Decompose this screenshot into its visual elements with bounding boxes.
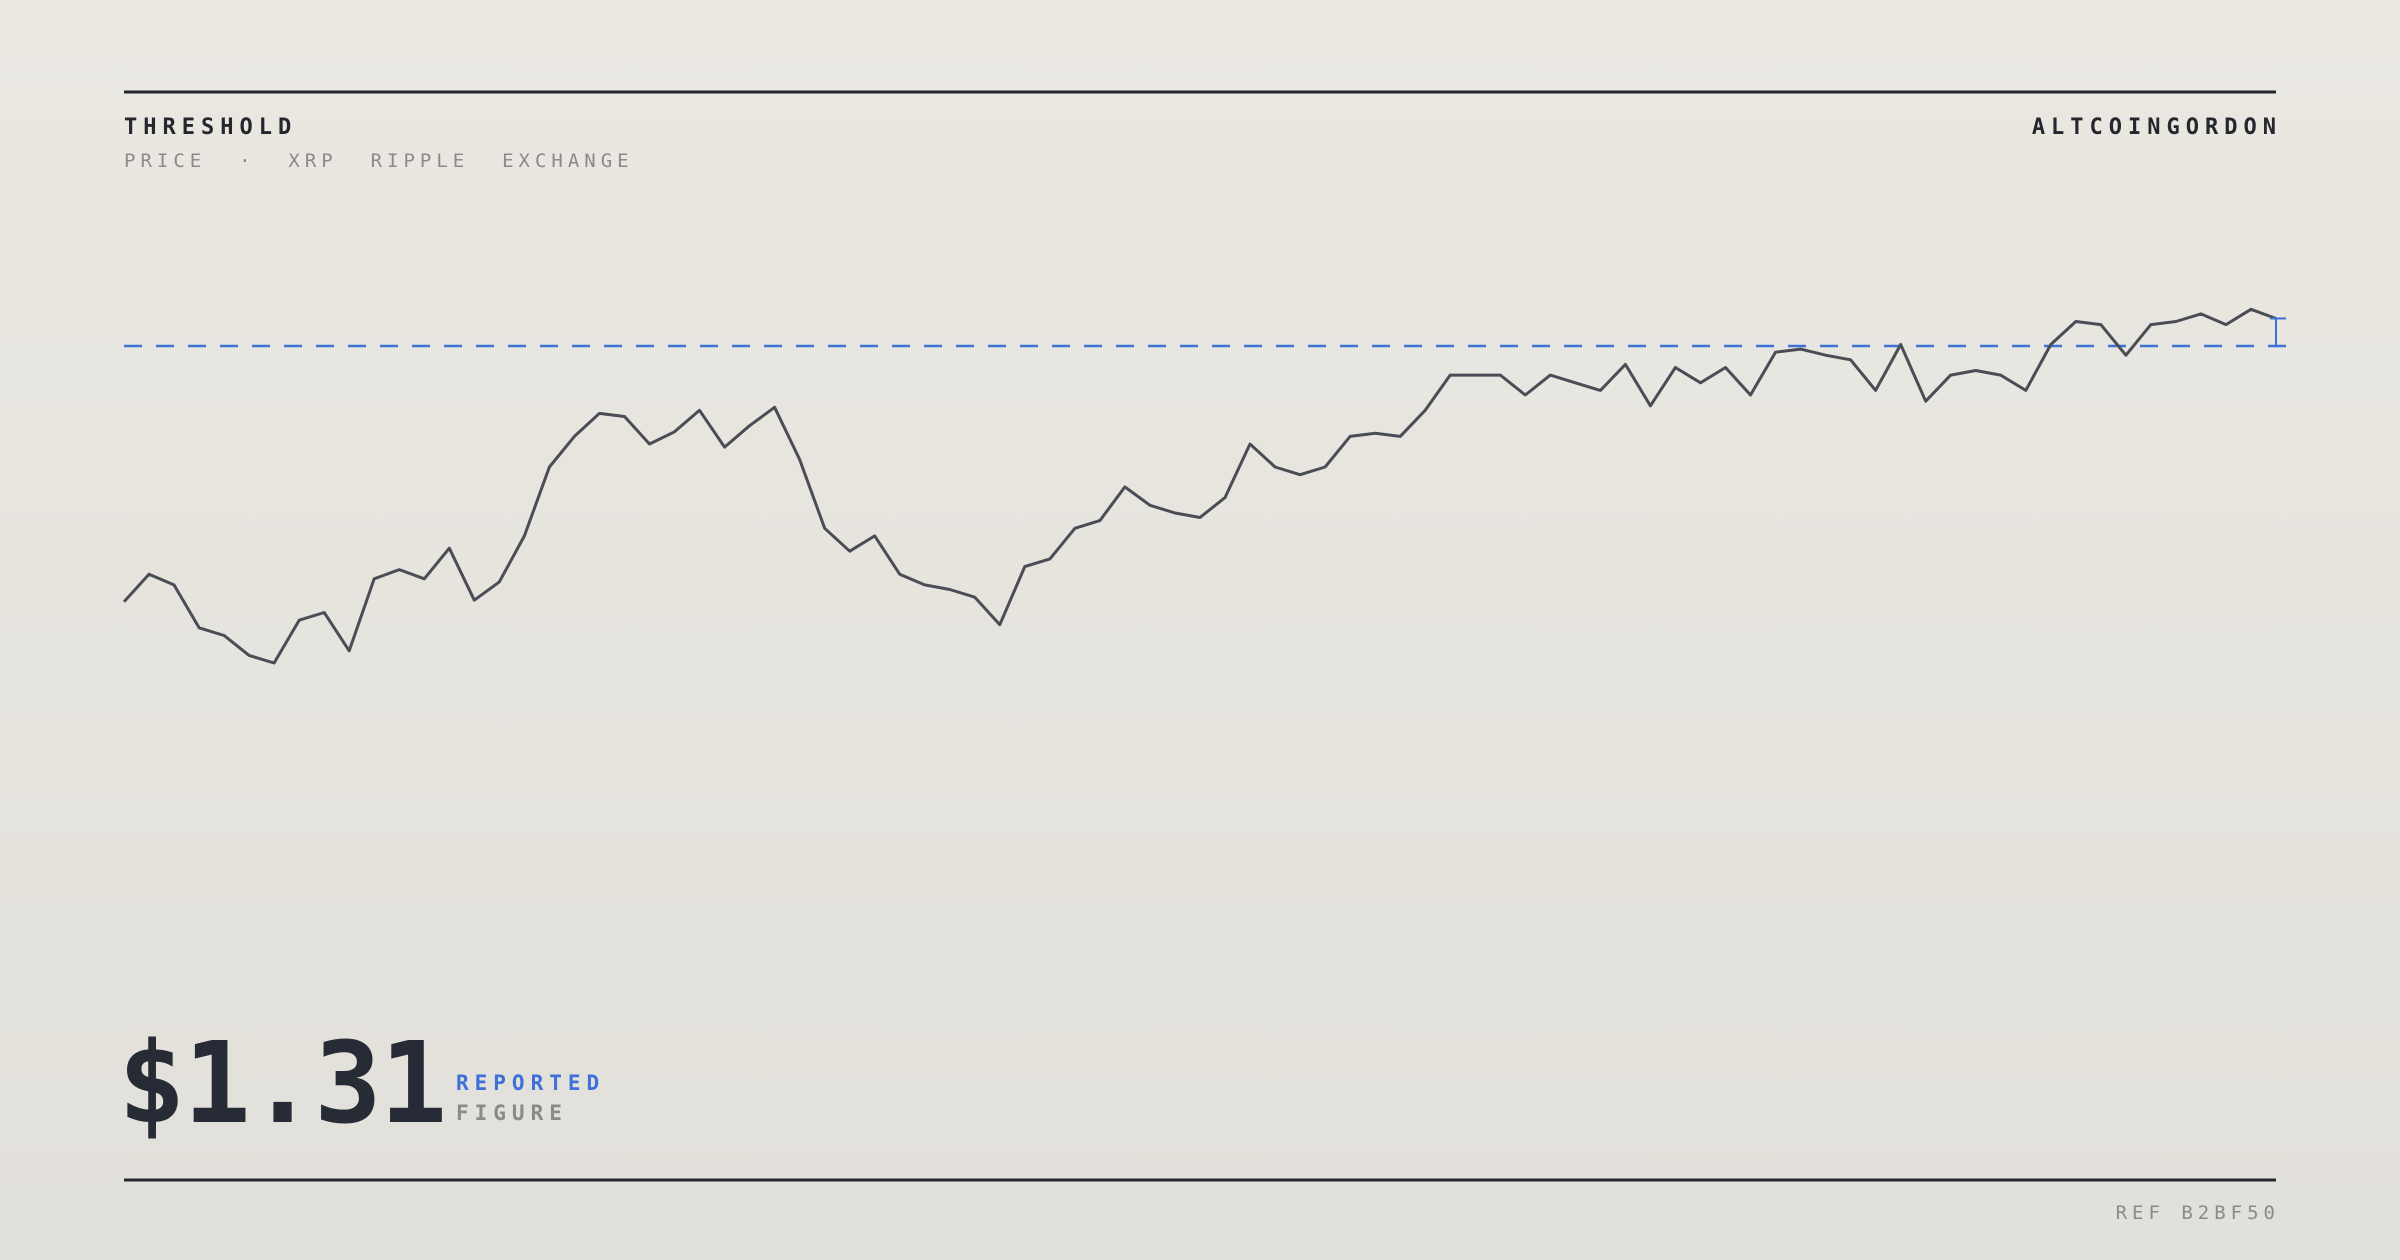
chart-title: THRESHOLD (124, 115, 297, 140)
price-line (122, 307, 2277, 665)
chart-subtitle: PRICE · XRP RIPPLE EXCHANGE (124, 150, 634, 172)
figure-label-top: REPORTED (456, 1071, 605, 1095)
figure: $1.31 (118, 1019, 445, 1149)
brand: ALTCOINGORDON (2032, 115, 2282, 140)
figure-label-bottom: FIGURE (456, 1101, 568, 1125)
reference: REF B2BF50 (2116, 1202, 2280, 1224)
